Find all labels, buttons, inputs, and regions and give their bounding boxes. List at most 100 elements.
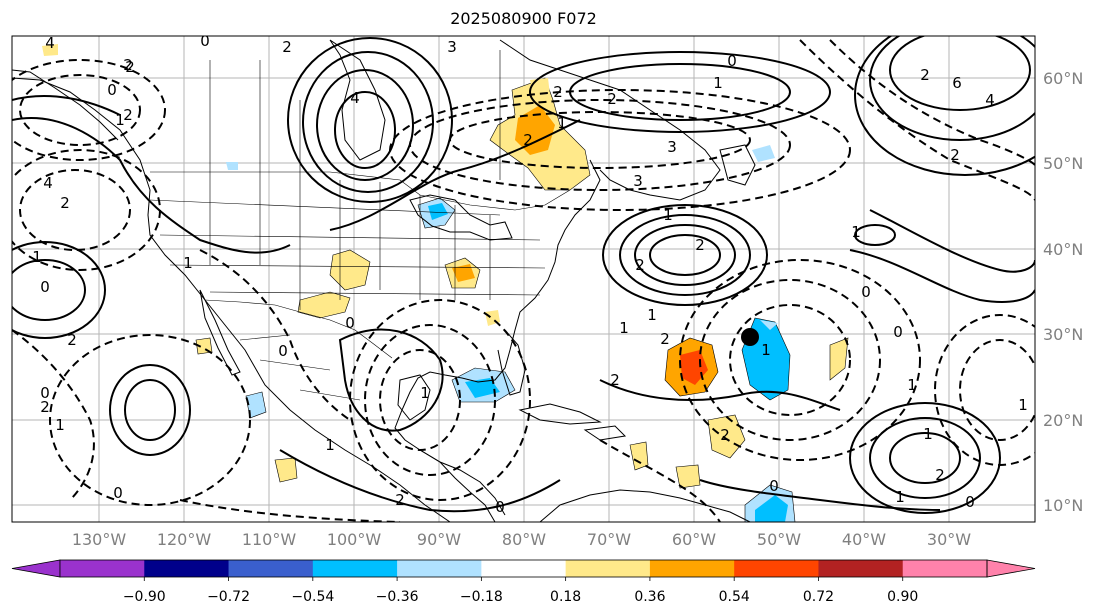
longitude-label: 50°W <box>757 530 801 549</box>
contour-trough-zero <box>329 119 581 231</box>
contour-label: 4 <box>985 91 995 109</box>
contour-label: 1 <box>619 319 629 337</box>
contour-label: 0 <box>345 314 355 332</box>
contour-label: 1 <box>851 223 861 241</box>
contour-label: 1 <box>1018 396 1028 414</box>
contour-label: 2 <box>950 146 960 164</box>
colorbar-tick-label: −0.54 <box>291 589 334 605</box>
contour-label: 0 <box>200 32 210 50</box>
contour-se-high-2 <box>869 417 981 499</box>
contour-dashed-mexico <box>199 249 351 421</box>
contour-atl-low-2 <box>409 99 791 191</box>
anomaly-patch-pacific-small <box>274 457 298 483</box>
colorbar-tick-label: 0.90 <box>887 589 918 605</box>
contour-label: 0 <box>495 498 505 516</box>
contour-label: 1 <box>115 111 125 129</box>
contour-label: 0 <box>769 477 779 495</box>
longitude-labels: 130°W 120°W 110°W 100°W 90°W 80°W 70°W 60°W 50°W… <box>72 530 971 549</box>
solid-contours <box>12 36 1035 514</box>
coast-north-america-west <box>12 77 451 522</box>
storm-position-dot <box>741 328 759 346</box>
anomaly-patch-atlantic-small <box>707 414 746 459</box>
contour-east-1 <box>849 249 1035 303</box>
contour-gulf-low-2 <box>364 324 496 476</box>
anomaly-patch-atlantic-cool-edge <box>760 320 778 330</box>
contour-label: 4 <box>350 89 360 107</box>
coast-hispaniola <box>583 425 627 441</box>
contour-hudson-high-3 <box>302 51 434 193</box>
contour-label: 1 <box>907 376 917 394</box>
contour-label: 2 <box>920 66 930 84</box>
latitude-label: 60°N <box>1043 69 1083 88</box>
colorbar-segment <box>481 560 567 577</box>
contour-w-high-2 <box>12 241 106 339</box>
contour-label: 2 <box>395 491 405 509</box>
contour-gulf-low-1 <box>379 349 461 451</box>
anomaly-patch-bc-cool <box>226 162 238 170</box>
contour-label: 3 <box>447 38 457 56</box>
contour-w-high-1 <box>12 259 86 321</box>
longitude-label: 30°W <box>927 530 971 549</box>
contour-label: 2 <box>123 56 133 74</box>
anomaly-patch-pacific-cool <box>245 391 267 419</box>
colorbar-segment <box>734 560 819 577</box>
anomaly-patch-gulf-cool-core <box>465 378 500 398</box>
contour-label: 1 <box>761 341 771 359</box>
contour-w-low-1 <box>19 169 131 251</box>
contour-dashed-ne <box>799 39 1035 201</box>
contour-label: 1 <box>895 488 905 506</box>
contour-atl-high-3 <box>619 214 751 296</box>
colorbar-tick-label: −0.90 <box>123 589 166 605</box>
contour-label: 2 <box>553 83 563 101</box>
coast-yucatan <box>397 374 431 421</box>
dashed-contours <box>12 39 1035 522</box>
colorbar-under-arrow <box>11 559 61 578</box>
coast-hudson <box>329 39 386 161</box>
contour-gulf-low-3 <box>349 299 531 501</box>
contour-label: 0 <box>113 484 123 502</box>
contour-label: 2 <box>67 331 77 349</box>
colorbar-segment <box>144 560 230 577</box>
contour-e-low-1 <box>959 339 1035 441</box>
contour-label: 0 <box>107 81 117 99</box>
contour-label: 4 <box>43 174 53 192</box>
longitude-label: 130°W <box>72 530 127 549</box>
contour-label: 1 <box>557 114 567 132</box>
gridlines <box>12 36 1035 522</box>
contour-label: 1 <box>420 384 430 402</box>
coast-alaska <box>12 69 119 141</box>
contour-label: 4 <box>45 34 55 52</box>
contour-label: 2 <box>123 106 133 124</box>
contour-ne-high-1 <box>889 36 1031 111</box>
longitude-label: 60°W <box>672 530 716 549</box>
longitude-label: 40°W <box>842 530 886 549</box>
contour-label: 3 <box>633 172 643 190</box>
border-canada-provinces <box>209 50 501 180</box>
contour-label: 1 <box>183 254 193 272</box>
contour-atl-high-4 <box>602 204 768 306</box>
anomaly-patch-caribbean-2 <box>675 464 701 489</box>
coast-labrador <box>499 39 721 201</box>
contour-label: 2 <box>695 236 705 254</box>
contour-mid-low-1 <box>729 304 851 416</box>
coast-newfoundland <box>719 144 756 186</box>
anomaly-patch-south-cool-core <box>755 495 788 522</box>
colorbar <box>11 559 1036 578</box>
contour-south-2 <box>699 479 941 511</box>
longitude-label: 120°W <box>157 530 212 549</box>
contour-w-low-2 <box>12 149 161 271</box>
latitude-label: 30°N <box>1043 325 1083 344</box>
colorbar-tick-label: 0.18 <box>550 589 581 605</box>
contour-nw-low-2 <box>12 59 166 161</box>
map-frame <box>11 35 1036 523</box>
contour-label: 0 <box>40 384 50 402</box>
colorbar-tick-label: −0.36 <box>376 589 419 605</box>
anomaly-patch-nw <box>42 44 58 56</box>
contour-label: 0 <box>893 323 903 341</box>
contour-nw-low-1 <box>19 74 141 146</box>
colorbar-segment <box>228 560 314 577</box>
colorbar-segment <box>565 560 651 577</box>
colorbar-frame <box>59 559 988 578</box>
contour-label: 0 <box>965 493 975 511</box>
